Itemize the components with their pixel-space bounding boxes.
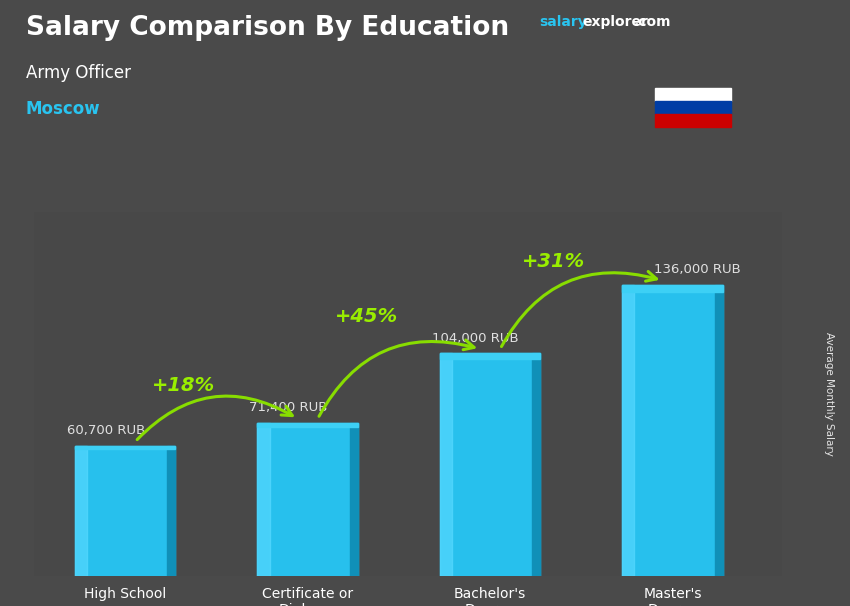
- Bar: [167, 446, 175, 576]
- Bar: [622, 285, 722, 292]
- Text: 136,000 RUB: 136,000 RUB: [654, 263, 741, 276]
- Bar: [75, 446, 87, 576]
- Text: explorer: explorer: [582, 15, 648, 29]
- Bar: [258, 423, 358, 576]
- Text: 71,400 RUB: 71,400 RUB: [249, 401, 327, 415]
- Text: Salary Comparison By Education: Salary Comparison By Education: [26, 15, 508, 41]
- Bar: [75, 446, 175, 449]
- Text: +45%: +45%: [335, 307, 398, 325]
- Bar: [258, 423, 269, 576]
- Text: +18%: +18%: [152, 376, 215, 396]
- Bar: [258, 423, 358, 427]
- Bar: [715, 285, 722, 576]
- Text: Army Officer: Army Officer: [26, 64, 131, 82]
- Bar: [440, 353, 541, 576]
- Bar: [532, 353, 541, 576]
- Text: .com: .com: [633, 15, 671, 29]
- Text: +31%: +31%: [523, 251, 586, 271]
- Text: Moscow: Moscow: [26, 100, 100, 118]
- Bar: [622, 285, 634, 576]
- Text: 60,700 RUB: 60,700 RUB: [67, 424, 145, 438]
- Bar: [440, 353, 541, 359]
- Bar: [350, 423, 358, 576]
- Text: Average Monthly Salary: Average Monthly Salary: [824, 332, 834, 456]
- Bar: [440, 353, 452, 576]
- Text: salary: salary: [540, 15, 587, 29]
- Bar: [75, 446, 175, 576]
- Text: 104,000 RUB: 104,000 RUB: [432, 331, 518, 345]
- Bar: [622, 285, 722, 576]
